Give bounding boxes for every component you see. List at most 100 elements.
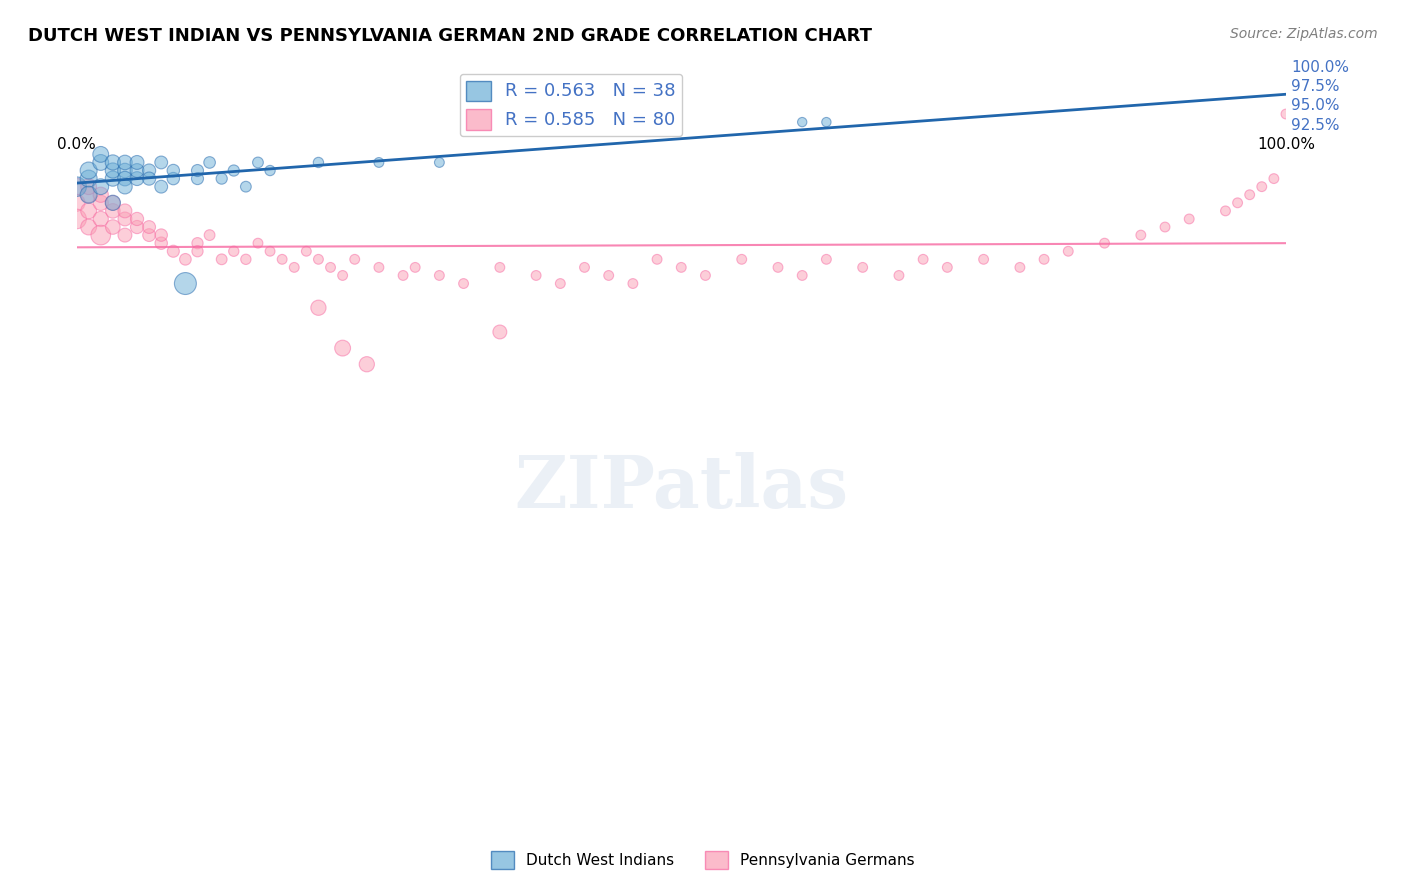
Point <box>973 252 995 267</box>
Point <box>1129 228 1152 243</box>
Point <box>246 155 269 169</box>
Point <box>392 268 415 283</box>
Point <box>271 252 294 267</box>
Text: ZIPatlas: ZIPatlas <box>515 452 848 523</box>
Point <box>77 203 100 218</box>
Point <box>114 228 136 243</box>
Point <box>125 155 148 169</box>
Point <box>283 260 305 275</box>
Point <box>77 187 100 202</box>
Point <box>174 252 197 267</box>
Point <box>114 171 136 186</box>
Point <box>731 252 754 267</box>
Point <box>150 228 173 243</box>
Point <box>77 179 100 194</box>
Point <box>259 163 281 178</box>
Point <box>1033 252 1056 267</box>
Point <box>198 155 221 169</box>
Point <box>211 252 233 267</box>
Point <box>90 195 112 210</box>
Text: DUTCH WEST INDIAN VS PENNSYLVANIA GERMAN 2ND GRADE CORRELATION CHART: DUTCH WEST INDIAN VS PENNSYLVANIA GERMAN… <box>28 27 872 45</box>
Point <box>645 252 668 267</box>
Point <box>162 244 184 259</box>
Point <box>307 301 329 315</box>
Point <box>77 171 100 186</box>
Point <box>198 228 221 243</box>
Point <box>367 155 389 169</box>
Point <box>150 179 173 194</box>
Point <box>598 268 620 283</box>
Text: 0.0%: 0.0% <box>58 136 96 152</box>
Point <box>222 244 245 259</box>
Point <box>101 171 124 186</box>
Point <box>101 163 124 178</box>
Point <box>90 147 112 161</box>
Point <box>887 268 910 283</box>
Point <box>429 155 451 169</box>
Point <box>574 260 596 275</box>
Point <box>90 211 112 226</box>
Point <box>114 163 136 178</box>
Point <box>1154 220 1177 235</box>
Point <box>101 220 124 235</box>
Point <box>1094 236 1116 251</box>
Point <box>936 260 959 275</box>
Point <box>766 260 789 275</box>
Point <box>65 179 87 194</box>
Point <box>307 252 329 267</box>
Point <box>101 203 124 218</box>
Point <box>550 277 572 291</box>
Point <box>90 187 112 202</box>
Point <box>404 260 426 275</box>
Point <box>125 171 148 186</box>
Point <box>65 211 87 226</box>
Point <box>815 252 838 267</box>
Point <box>1057 244 1080 259</box>
Point <box>489 260 512 275</box>
Point <box>138 171 160 186</box>
Point <box>77 220 100 235</box>
Point <box>1178 211 1201 226</box>
Point <box>138 228 160 243</box>
Point <box>332 268 354 283</box>
Point <box>1250 179 1272 194</box>
Point <box>101 155 124 169</box>
Point <box>367 260 389 275</box>
Point <box>150 155 173 169</box>
Point <box>138 163 160 178</box>
Point <box>259 244 281 259</box>
Point <box>621 277 644 291</box>
Point <box>1275 107 1298 121</box>
Point <box>489 325 512 339</box>
Point <box>114 203 136 218</box>
Point <box>792 268 814 283</box>
Point <box>125 211 148 226</box>
Legend: Dutch West Indians, Pennsylvania Germans: Dutch West Indians, Pennsylvania Germans <box>485 845 921 875</box>
Point <box>186 244 208 259</box>
Point <box>222 163 245 178</box>
Point <box>90 155 112 169</box>
Point <box>524 268 547 283</box>
Point <box>356 357 378 371</box>
Point <box>186 163 208 178</box>
Point <box>211 171 233 186</box>
Point <box>307 155 329 169</box>
Point <box>1239 187 1261 202</box>
Point <box>1263 171 1285 186</box>
Point <box>162 171 184 186</box>
Point <box>235 252 257 267</box>
Text: 100.0%: 100.0% <box>1257 136 1315 152</box>
Point <box>1008 260 1031 275</box>
Point <box>186 236 208 251</box>
Point <box>246 236 269 251</box>
Point <box>319 260 342 275</box>
Point <box>295 244 318 259</box>
Point <box>429 268 451 283</box>
Point <box>114 211 136 226</box>
Point <box>695 268 717 283</box>
Point <box>150 236 173 251</box>
Point <box>671 260 693 275</box>
Point <box>77 163 100 178</box>
Point <box>186 171 208 186</box>
Point <box>90 179 112 194</box>
